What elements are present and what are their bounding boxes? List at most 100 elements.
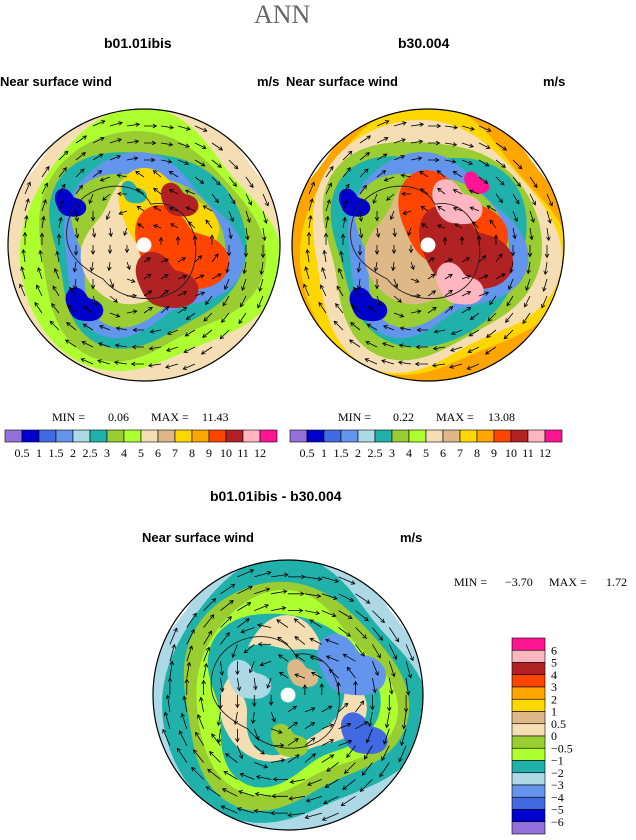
wind-vector-arrow — [343, 762, 356, 775]
wind-vector-arrow — [428, 123, 442, 129]
wind-vector-arrow — [381, 359, 395, 365]
wind-vector-arrow — [319, 682, 325, 695]
wind-vector-arrow — [544, 245, 550, 259]
wind-vector-arrow — [421, 223, 429, 229]
wind-vector-arrow — [90, 279, 96, 290]
wind-vector-arrow — [428, 157, 440, 163]
wind-vector-arrow — [199, 696, 204, 712]
page-title: ANN — [254, 0, 311, 29]
wind-vector-arrow — [168, 206, 179, 212]
colorbar-tick-label: 2 — [355, 446, 361, 460]
colorbar-tick-label: 1 — [551, 705, 557, 719]
wind-vector-arrow — [271, 793, 288, 799]
wind-vector-arrow — [152, 170, 162, 178]
map-border — [152, 559, 424, 831]
field-contour-band — [464, 171, 490, 194]
wind-vector-arrow — [177, 291, 188, 297]
wind-vector-arrow — [450, 329, 463, 335]
wind-vector-arrow — [192, 749, 204, 763]
wind-vector-arrow — [408, 245, 414, 254]
wind-vector-arrow — [168, 170, 179, 178]
wind-vector-arrow — [223, 770, 238, 780]
wind-vector-arrow — [115, 326, 128, 331]
colorbar-tick-label: 3 — [104, 446, 110, 460]
wind-vector-arrow — [398, 343, 412, 348]
wind-vector-arrow — [512, 227, 517, 240]
wind-vector-arrow — [126, 156, 139, 161]
wind-vector-arrow — [107, 245, 113, 255]
colorbar-tick-label: 5 — [551, 656, 557, 670]
wind-vector-arrow — [75, 152, 86, 161]
wind-vector-arrow — [324, 779, 339, 788]
wind-vector-arrow — [495, 253, 503, 263]
wind-vector-arrow — [410, 293, 422, 299]
wind-vector-arrow — [98, 342, 111, 348]
wind-vector-arrow — [262, 193, 269, 207]
wind-vector-arrow — [109, 121, 123, 127]
wind-vector-arrow — [306, 231, 312, 245]
wind-vector-arrow — [461, 257, 471, 263]
wind-vector-arrow — [478, 255, 487, 263]
wind-vector-arrow — [254, 762, 269, 769]
wind-vector-arrow — [512, 193, 520, 205]
pole-marker — [280, 687, 296, 703]
wind-vector-arrow — [321, 812, 339, 821]
field-contour-band — [340, 712, 388, 755]
wind-vector-arrow — [325, 182, 332, 195]
wind-vector-arrow — [323, 795, 339, 805]
wind-vector-arrow — [237, 569, 255, 578]
wind-vector-arrow — [107, 261, 112, 272]
wind-vector-arrow — [427, 306, 437, 314]
colorbar-swatch — [323, 429, 342, 443]
wind-vector-arrow — [400, 191, 412, 197]
colorbar-swatch — [527, 429, 546, 443]
wind-vector-arrow — [478, 176, 489, 184]
wind-vector-arrow — [144, 123, 158, 129]
wind-vector-arrow — [131, 344, 144, 350]
wind-vector-arrow — [529, 210, 535, 223]
wind-vector-arrow — [238, 790, 255, 797]
wind-vector-arrow — [211, 176, 221, 186]
colorbar-tick-label: 1.5 — [334, 446, 349, 460]
colorbar-swatch — [511, 784, 546, 798]
colorbar-tick-label: 0 — [551, 729, 557, 743]
colorbar-swatch — [511, 637, 546, 651]
wind-vectors — [303, 120, 553, 370]
colorbar-swatch — [511, 821, 546, 835]
wind-vector-arrow — [224, 278, 230, 291]
colorbar-swatch — [306, 429, 325, 443]
wind-vector-arrow — [461, 159, 474, 165]
wind-vector-arrow — [505, 312, 514, 323]
wind-vector-arrow — [384, 711, 390, 729]
wind-vector-arrow — [393, 278, 399, 289]
wind-vector-arrow — [364, 358, 378, 365]
wind-vector-arrow — [220, 583, 236, 595]
wind-vector-arrow — [461, 274, 472, 280]
wind-vector-arrow — [338, 610, 353, 620]
wind-vector-arrow — [372, 627, 384, 641]
wind-vector-arrow — [200, 346, 213, 355]
wind-vector-arrow — [489, 219, 497, 229]
wind-vector-arrow — [109, 295, 118, 303]
wind-vector-arrow — [271, 743, 285, 748]
wind-vector-arrow — [56, 233, 62, 245]
wind-vector-arrow — [487, 312, 497, 322]
wind-vector-arrow — [216, 711, 222, 727]
wind-vector-arrow — [546, 227, 551, 242]
wind-vector-arrow — [522, 312, 531, 325]
wind-vector-arrow — [90, 211, 96, 222]
panel1-variable-label: Near surface wind — [0, 74, 112, 89]
colorbar-tick-label: −3 — [551, 778, 564, 792]
wind-vector-arrow — [183, 346, 196, 353]
wind-vector-arrow — [102, 193, 111, 201]
colorbar-tick-label: 5 — [138, 446, 144, 460]
wind-vector-arrow — [185, 206, 196, 212]
field-contour-band — [317, 634, 386, 696]
wind-vector-arrow — [376, 153, 388, 161]
wind-vector-arrow — [245, 227, 250, 241]
wind-vector-arrow — [388, 661, 396, 678]
colorbar-tick-label: 10 — [505, 446, 517, 460]
wind-vector-arrow — [228, 159, 239, 170]
wind-vector-arrow — [372, 193, 378, 205]
wind-vector-arrow — [72, 261, 78, 273]
